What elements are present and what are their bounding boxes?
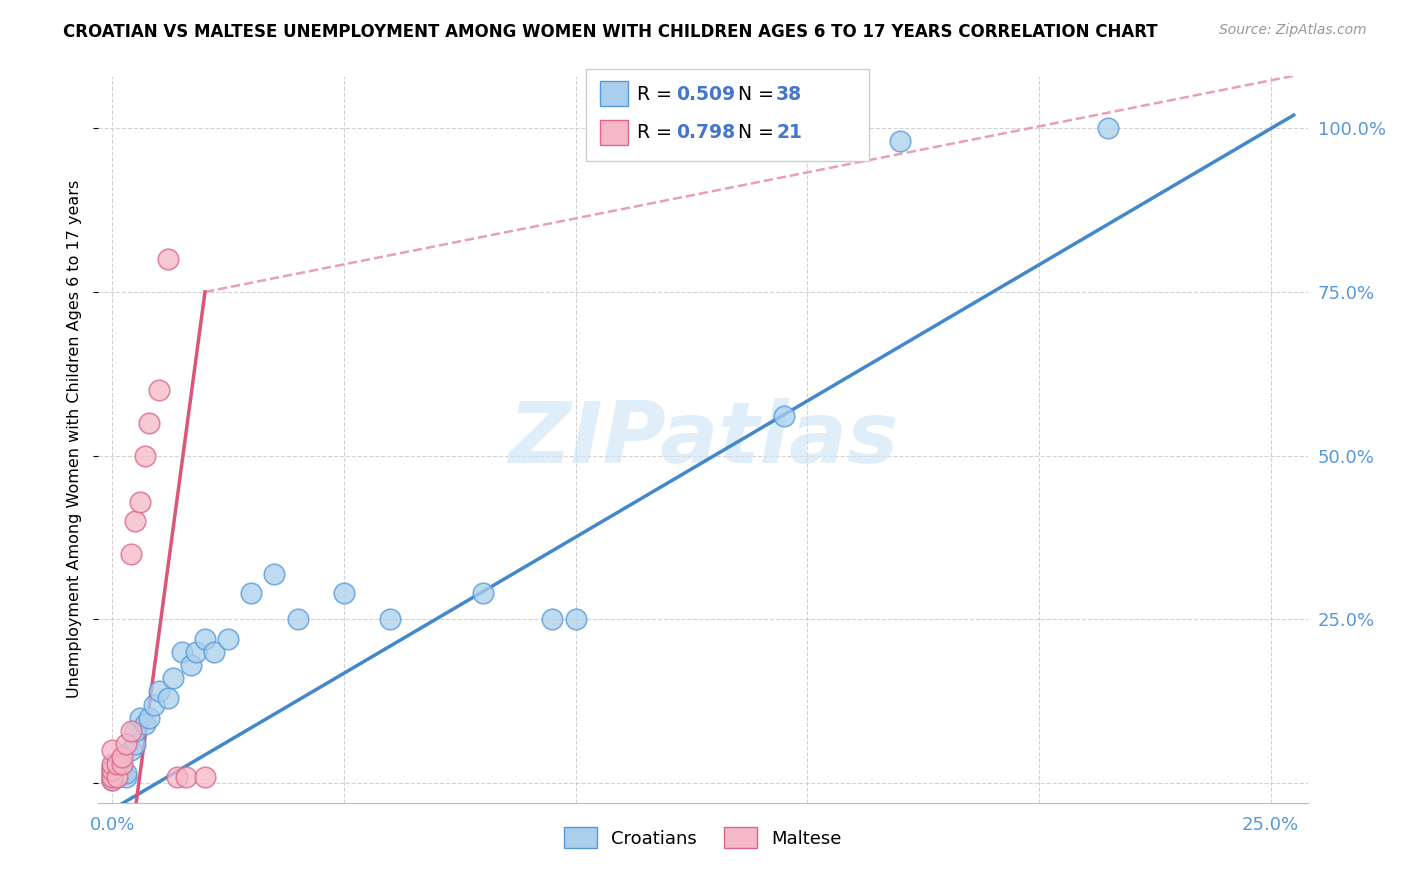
Point — [101, 756, 124, 771]
Point — [101, 772, 124, 787]
Text: CROATIAN VS MALTESE UNEMPLOYMENT AMONG WOMEN WITH CHILDREN AGES 6 TO 17 YEARS CO: CROATIAN VS MALTESE UNEMPLOYMENT AMONG W… — [63, 23, 1159, 41]
Point — [101, 763, 124, 777]
Point — [889, 134, 911, 148]
Point — [101, 763, 124, 777]
Point — [101, 760, 124, 774]
Point — [541, 612, 564, 626]
Point — [263, 566, 285, 581]
Point — [148, 383, 170, 397]
Point — [148, 684, 170, 698]
Point — [333, 586, 356, 600]
Point — [110, 766, 132, 780]
Y-axis label: Unemployment Among Women with Children Ages 6 to 17 years: Unemployment Among Women with Children A… — [67, 180, 83, 698]
Legend: Croatians, Maltese: Croatians, Maltese — [557, 821, 849, 855]
Point — [101, 772, 124, 787]
Point — [162, 671, 184, 685]
Point — [564, 612, 586, 626]
Text: 0.509: 0.509 — [676, 85, 735, 103]
Text: R =: R = — [637, 85, 678, 103]
Point — [115, 770, 138, 784]
Point — [217, 632, 239, 646]
Point — [134, 717, 156, 731]
Point — [105, 756, 128, 771]
Point — [124, 737, 146, 751]
Text: ZIPatlas: ZIPatlas — [508, 398, 898, 481]
Point — [380, 612, 402, 626]
Text: 0.798: 0.798 — [676, 123, 735, 142]
Text: R =: R = — [637, 123, 678, 142]
Text: 21: 21 — [776, 123, 801, 142]
Point — [773, 409, 796, 424]
Point — [105, 770, 128, 784]
Point — [194, 770, 217, 784]
Point — [120, 547, 142, 561]
Point — [115, 737, 138, 751]
Point — [110, 756, 132, 771]
Point — [143, 698, 166, 712]
Point — [124, 514, 146, 528]
Point — [101, 766, 124, 780]
Point — [134, 449, 156, 463]
Point — [1097, 121, 1119, 136]
Point — [287, 612, 309, 626]
Point — [156, 252, 179, 267]
Point — [101, 743, 124, 757]
Point — [129, 711, 152, 725]
Point — [184, 645, 207, 659]
Point — [194, 632, 217, 646]
Point — [240, 586, 263, 600]
Point — [124, 723, 146, 738]
Point — [110, 763, 132, 777]
Point — [105, 770, 128, 784]
Text: Source: ZipAtlas.com: Source: ZipAtlas.com — [1219, 23, 1367, 37]
Point — [138, 711, 160, 725]
Point — [138, 416, 160, 430]
Text: N =: N = — [738, 123, 780, 142]
Point — [105, 766, 128, 780]
Point — [115, 766, 138, 780]
Point — [101, 770, 124, 784]
Point — [120, 743, 142, 757]
Point — [129, 494, 152, 508]
Text: N =: N = — [738, 85, 780, 103]
Point — [170, 645, 193, 659]
Point — [120, 723, 142, 738]
Point — [166, 770, 188, 784]
Point — [471, 586, 494, 600]
Point — [156, 691, 179, 706]
Point — [110, 750, 132, 764]
Point — [180, 658, 202, 673]
Point — [202, 645, 225, 659]
Point — [176, 770, 198, 784]
Text: 38: 38 — [776, 85, 803, 103]
Point — [101, 770, 124, 784]
